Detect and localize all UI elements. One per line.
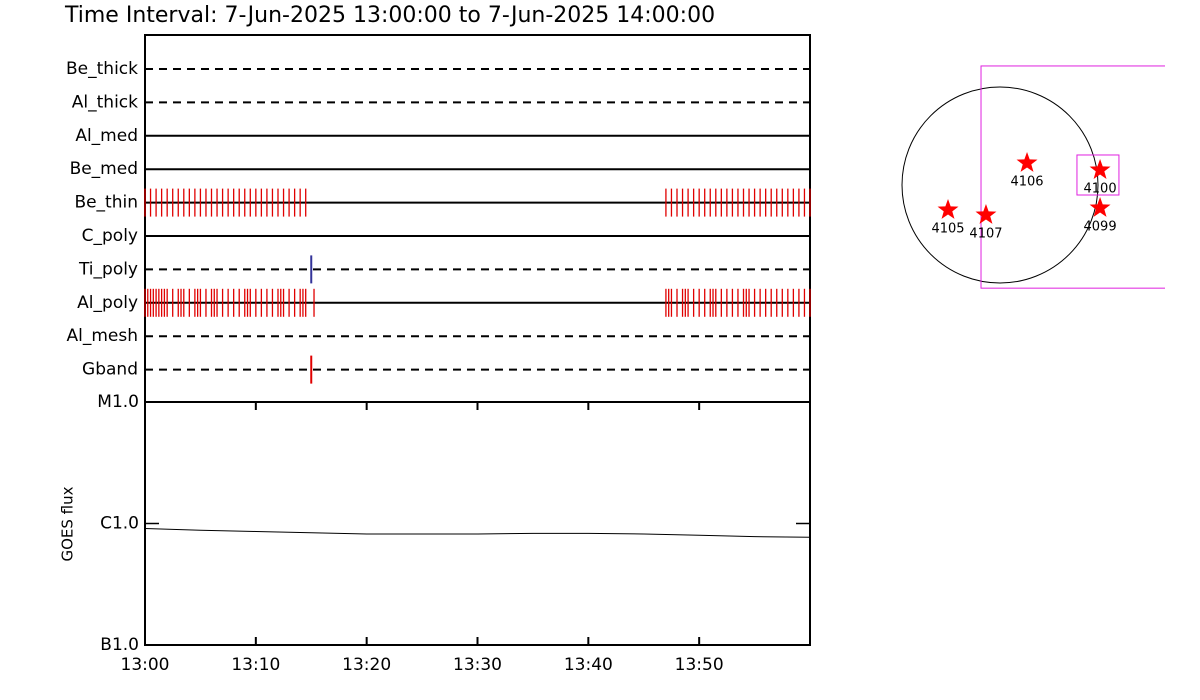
x-tick-label: 13:40	[564, 655, 613, 675]
filter-label: Al_thick	[72, 92, 138, 112]
filter-label: Ti_poly	[78, 259, 138, 279]
filter-label: Al_mesh	[66, 326, 138, 346]
sun-map: 4106 4100 4105 4107 4099	[901, 65, 1165, 289]
region-label: 4105	[931, 221, 964, 236]
x-tick-label: 13:10	[231, 655, 280, 675]
filter-label: Al_poly	[77, 293, 138, 313]
filter-label: Be_med	[70, 159, 138, 179]
y-tick-label: C1.0	[100, 514, 139, 534]
x-tick-label: 13:00	[121, 655, 170, 675]
region-star	[1089, 197, 1111, 217]
filter-label: Al_med	[75, 126, 138, 146]
region-label: 4106	[1010, 175, 1043, 190]
timeline-frame	[144, 34, 811, 403]
region-star	[1089, 159, 1111, 179]
goes-curve	[144, 527, 811, 538]
fov-box	[980, 65, 1165, 289]
filter-label: Be_thick	[66, 59, 138, 79]
filter-label: Be_thin	[74, 193, 138, 213]
region-label: 4099	[1084, 220, 1117, 235]
y-axis-label: GOES flux	[59, 486, 77, 561]
solar-limb	[901, 86, 1099, 284]
y-tick-label: B1.0	[100, 635, 139, 655]
region-star	[937, 198, 959, 219]
region-label: 4107	[969, 227, 1002, 242]
x-tick-label: 13:20	[342, 655, 391, 675]
region-star	[975, 204, 997, 224]
region-star	[1016, 152, 1038, 172]
goes-frame	[144, 401, 811, 646]
x-tick-label: 13:50	[675, 655, 724, 675]
fov-box	[1076, 154, 1120, 196]
filter-label: Gband	[82, 360, 138, 380]
title: Time Interval: 7-Jun-2025 13:00:00 to 7-…	[64, 3, 715, 28]
y-tick-label: M1.0	[97, 392, 139, 412]
region-label: 4100	[1084, 182, 1117, 197]
filter-label: C_poly	[82, 226, 138, 246]
x-tick-label: 13:30	[453, 655, 502, 675]
